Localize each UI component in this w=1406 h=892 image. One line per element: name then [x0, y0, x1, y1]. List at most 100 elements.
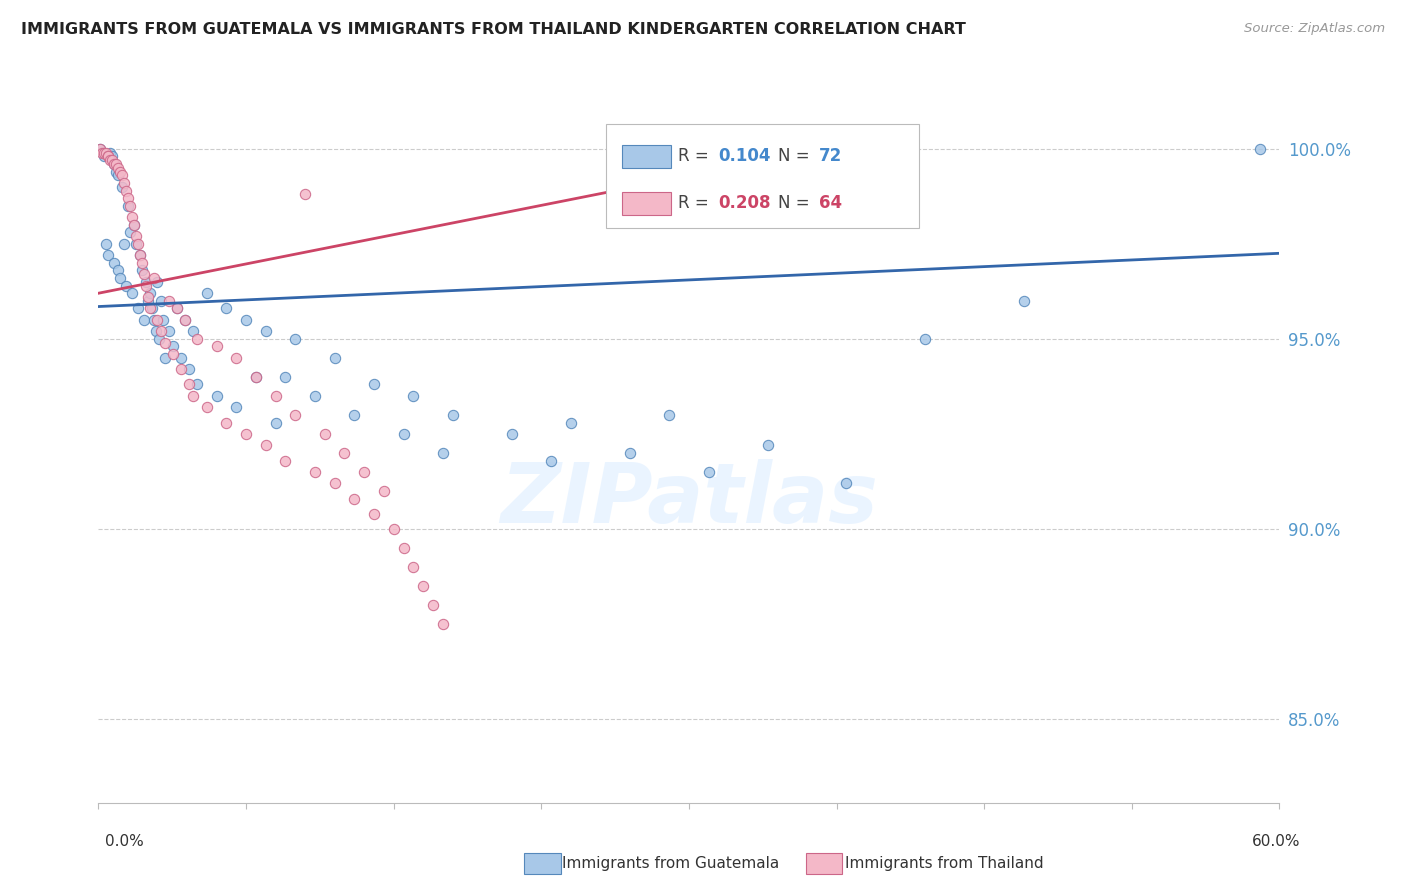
Point	[132, 313, 155, 327]
Point	[245, 370, 267, 384]
Point	[835, 476, 858, 491]
Point	[333, 446, 356, 460]
Point	[304, 389, 326, 403]
Point	[225, 401, 247, 415]
Point	[117, 191, 139, 205]
Point	[205, 339, 228, 353]
FancyBboxPatch shape	[621, 145, 671, 168]
Text: N =: N =	[778, 194, 814, 212]
Point	[97, 149, 120, 163]
Point	[274, 370, 297, 384]
Point	[155, 351, 177, 365]
Point	[142, 271, 165, 285]
Point	[1249, 142, 1271, 156]
Point	[101, 149, 124, 163]
Point	[441, 408, 464, 422]
Point	[115, 278, 138, 293]
Point	[284, 332, 307, 346]
Point	[162, 347, 184, 361]
Point	[254, 438, 277, 452]
Point	[112, 236, 135, 251]
Point	[1012, 293, 1035, 308]
Point	[138, 286, 160, 301]
Point	[98, 153, 121, 168]
Point	[343, 408, 366, 422]
Text: R =: R =	[678, 147, 714, 165]
Text: N =: N =	[778, 147, 814, 165]
Point	[125, 229, 148, 244]
Point	[135, 275, 157, 289]
Point	[101, 153, 124, 168]
Point	[136, 293, 159, 308]
Point	[115, 184, 138, 198]
Text: 0.104: 0.104	[718, 147, 770, 165]
Text: 72: 72	[818, 147, 842, 165]
Point	[142, 313, 165, 327]
Point	[170, 362, 193, 376]
Point	[145, 324, 167, 338]
Point	[235, 313, 257, 327]
Point	[97, 248, 120, 262]
Point	[363, 377, 385, 392]
Point	[108, 271, 131, 285]
Point	[174, 313, 197, 327]
Text: 0.0%: 0.0%	[105, 834, 145, 849]
Point	[157, 293, 180, 308]
Point	[215, 301, 238, 316]
Point	[186, 377, 208, 392]
Point	[162, 339, 184, 353]
Point	[314, 426, 336, 441]
Point	[174, 313, 197, 327]
Point	[107, 169, 129, 183]
Text: Source: ZipAtlas.com: Source: ZipAtlas.com	[1244, 22, 1385, 36]
Point	[105, 164, 128, 178]
Point	[122, 218, 145, 232]
Point	[107, 161, 129, 175]
Point	[122, 218, 145, 232]
Text: 60.0%: 60.0%	[1253, 834, 1301, 849]
Text: Immigrants from Thailand: Immigrants from Thailand	[845, 856, 1043, 871]
Text: R =: R =	[678, 194, 714, 212]
Point	[177, 377, 200, 392]
Point	[131, 256, 153, 270]
Point	[89, 142, 111, 156]
Point	[422, 598, 444, 612]
Point	[148, 332, 170, 346]
Point	[392, 541, 415, 555]
Point	[136, 290, 159, 304]
Point	[186, 332, 208, 346]
Text: IMMIGRANTS FROM GUATEMALA VS IMMIGRANTS FROM THAILAND KINDERGARTEN CORRELATION C: IMMIGRANTS FROM GUATEMALA VS IMMIGRANTS …	[21, 22, 966, 37]
Point	[170, 351, 193, 365]
Point	[152, 313, 174, 327]
Point	[264, 416, 287, 430]
Point	[97, 149, 120, 163]
Point	[112, 176, 135, 190]
FancyBboxPatch shape	[621, 192, 671, 215]
Point	[117, 199, 139, 213]
Point	[501, 426, 523, 441]
Point	[382, 522, 405, 536]
Point	[254, 324, 277, 338]
Point	[118, 199, 141, 213]
Point	[105, 157, 128, 171]
Point	[402, 560, 425, 574]
Point	[392, 426, 415, 441]
Point	[111, 169, 134, 183]
Point	[343, 491, 366, 506]
Point	[264, 389, 287, 403]
Point	[118, 226, 141, 240]
Point	[138, 301, 160, 316]
Point	[756, 438, 779, 452]
Point	[125, 236, 148, 251]
Point	[128, 248, 150, 262]
Point	[323, 476, 346, 491]
Point	[245, 370, 267, 384]
Point	[619, 446, 641, 460]
Point	[96, 236, 118, 251]
Point	[157, 324, 180, 338]
Point	[121, 286, 143, 301]
Point	[166, 301, 188, 316]
Point	[363, 507, 385, 521]
Point	[166, 301, 188, 316]
Point	[560, 416, 582, 430]
